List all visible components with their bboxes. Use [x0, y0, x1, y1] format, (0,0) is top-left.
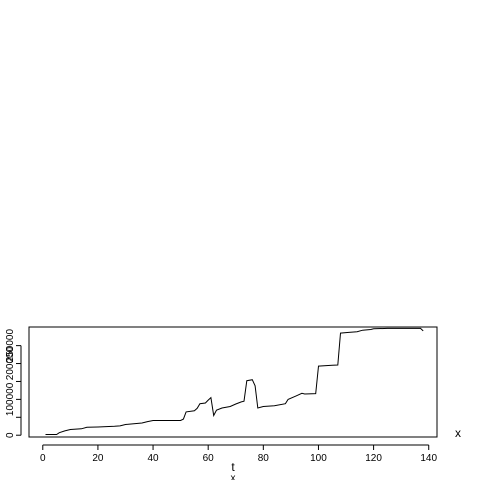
x-axis-title: t	[231, 460, 235, 474]
x-subtitle: x	[231, 473, 236, 480]
x-tick-label: 20	[92, 453, 104, 464]
x-tick-label: 100	[310, 453, 327, 464]
y-tick-label: 250000	[5, 329, 16, 363]
x-tick-label: 80	[258, 453, 270, 464]
y-tick-label: 100000	[5, 382, 16, 416]
x-tick-label: 140	[420, 453, 437, 464]
x-tick-label: 40	[147, 453, 159, 464]
plot-frame	[28, 326, 438, 438]
x-tick-label: 0	[40, 453, 46, 464]
axis-ticks	[16, 345, 430, 450]
side-label: x	[455, 426, 461, 440]
series-line	[45, 327, 424, 435]
x-tick-label: 120	[365, 453, 382, 464]
y-tick-label: 0	[5, 432, 16, 438]
x-tick-labels: 0 20 40 60 80 100 120 140	[40, 453, 438, 464]
x-tick-label: 60	[203, 453, 215, 464]
y-tick-label: 200000	[5, 346, 16, 380]
